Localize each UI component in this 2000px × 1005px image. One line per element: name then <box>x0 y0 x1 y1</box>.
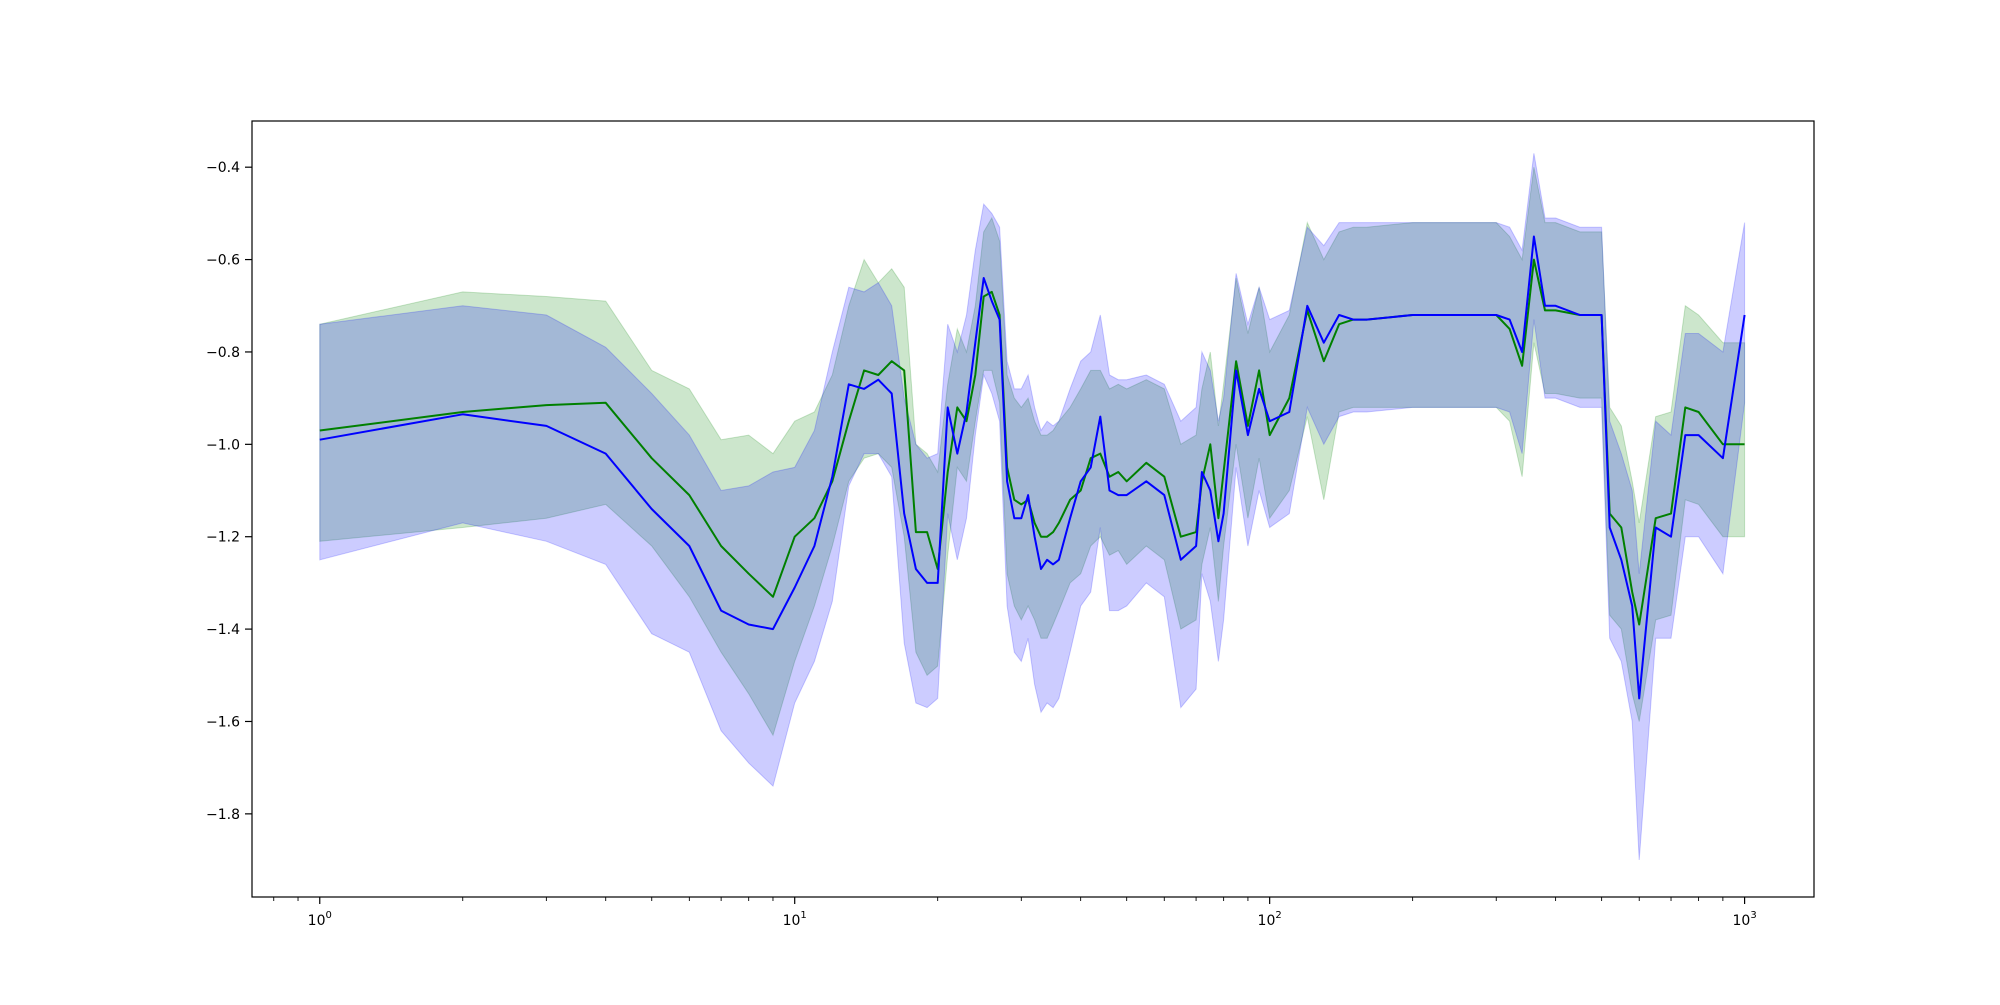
y-tick-label: −0.6 <box>206 253 240 269</box>
x-tick-label: 103 <box>1732 910 1756 929</box>
y-axis: −0.4 −0.6 −0.8 −1.0 −1.2 −1.4 −1.6 −1.8 <box>206 160 252 823</box>
confidence-bands <box>319 153 1746 861</box>
series-1-line <box>319 258 1745 626</box>
y-tick-label: −0.8 <box>206 345 240 361</box>
x-axis: 100 101 102 103 <box>273 897 1757 929</box>
series-lines <box>319 235 1746 700</box>
y-tick-label: −0.4 <box>206 160 240 176</box>
series-2-band <box>319 153 1746 861</box>
x-tick-label: 100 <box>308 910 332 929</box>
y-tick-label: −1.4 <box>206 622 240 638</box>
y-tick-label: −1.8 <box>206 807 240 823</box>
y-tick-label: −1.0 <box>206 437 240 453</box>
plot-frame <box>251 120 1815 898</box>
y-tick-label: −1.6 <box>206 714 240 730</box>
series-1-band <box>319 167 1746 737</box>
x-tick-label: 101 <box>783 910 807 929</box>
series-2-line <box>319 235 1746 700</box>
x-tick-label: 102 <box>1258 910 1282 929</box>
y-tick-label: −1.2 <box>206 530 240 546</box>
